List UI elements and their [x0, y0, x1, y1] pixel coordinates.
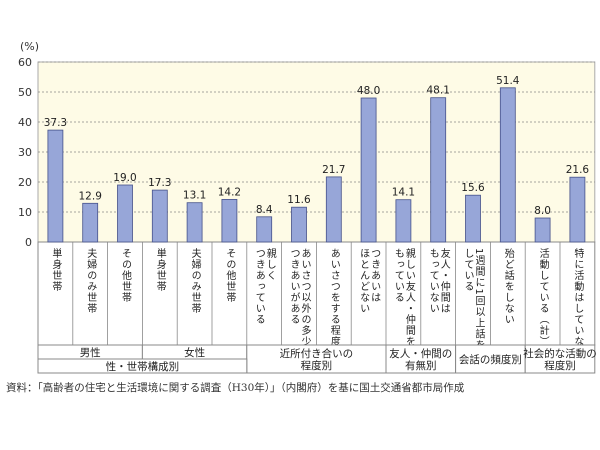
category-label: 単身世帯	[154, 247, 166, 292]
category-label: つきあいは	[369, 248, 381, 303]
category-label: 夫婦のみ世帯	[85, 248, 97, 314]
group-label: 会話の頻度別	[459, 353, 522, 366]
data-label: 51.4	[496, 75, 520, 87]
bar	[569, 176, 586, 243]
group-label: 程度別	[301, 359, 333, 372]
bar	[534, 217, 551, 243]
data-label: 48.1	[427, 85, 450, 97]
bar	[291, 206, 307, 243]
data-label: 11.6	[287, 194, 311, 206]
data-label: 48.0	[357, 85, 380, 97]
y-tick-label: 60	[18, 56, 32, 69]
category-label: もっている	[392, 248, 404, 303]
y-tick-label: 0	[25, 236, 32, 249]
group-label: 有無別	[405, 359, 437, 372]
group-cell	[37, 358, 248, 374]
group-label: 男性	[80, 346, 101, 359]
bar	[430, 97, 447, 243]
category-label: あいさつ以外の多少の	[299, 248, 311, 358]
category-label: 特に活動はしていない	[572, 248, 584, 358]
y-tick-label: 20	[18, 176, 32, 189]
y-tick-label: 40	[18, 116, 32, 129]
bar	[151, 189, 168, 243]
bar	[82, 202, 99, 243]
bar	[221, 198, 238, 243]
data-label: 15.6	[461, 182, 485, 194]
data-label: 17.3	[148, 177, 171, 189]
data-label: 21.7	[322, 164, 345, 176]
bar	[186, 202, 203, 243]
group-label: 程度別	[544, 359, 576, 372]
group-label: 性・世帯構成別	[106, 360, 180, 373]
group-label: 社会的な活動の	[523, 347, 597, 360]
category-label: 活動している（計）	[537, 248, 549, 347]
category-label: 単身世帯	[50, 247, 62, 292]
group-cell	[385, 344, 457, 374]
bar	[325, 176, 342, 243]
y-unit-label: (%)	[20, 40, 39, 53]
data-label: 12.9	[79, 190, 102, 202]
category-label: つきあいがある	[288, 248, 300, 325]
bar	[395, 199, 412, 243]
data-label: 8.4	[256, 204, 273, 216]
data-label: 21.6	[566, 164, 590, 176]
category-label: 1週間に1回以上話を	[473, 248, 485, 351]
category-label: 殆ど話をしない	[502, 247, 514, 325]
data-label: 37.3	[44, 117, 67, 129]
category-label: その他世帯	[224, 248, 236, 303]
group-label: 女性	[184, 346, 205, 359]
data-label: 19.0	[113, 172, 136, 184]
group-cell	[524, 344, 596, 374]
data-label: 13.1	[183, 190, 206, 202]
category-label: ほとんどない	[358, 248, 370, 314]
bar	[499, 87, 516, 243]
category-label: 夫婦のみ世帯	[189, 248, 201, 314]
source-note: 資料：「高齢者の住宅と生活環境に関する調査（H30年）」（内閣府）を基に国土交通…	[6, 382, 465, 394]
bar	[465, 194, 481, 243]
bar	[360, 97, 377, 243]
bar-chart: 0 10 20 30 40 50 60 (%) 37.3 単身世帯 12.9 夫婦のみ世帯 19.0 その…	[18, 40, 597, 374]
data-label: 14.1	[392, 187, 415, 199]
bar	[47, 129, 64, 243]
category-label: 親しい友人・仲間を	[403, 247, 415, 347]
y-tick-label: 10	[18, 206, 32, 219]
data-label: 14.2	[218, 186, 241, 198]
category-label: している	[462, 248, 474, 292]
category-label: もっていない	[427, 248, 439, 314]
group-cell	[246, 344, 387, 374]
y-tick-label: 50	[18, 86, 32, 99]
category-label: 友人・仲間は	[438, 247, 450, 314]
category-label: あいさつをする程度	[328, 248, 340, 347]
bar	[117, 184, 133, 243]
y-tick-label: 30	[18, 146, 32, 159]
category-label: 親しく	[264, 247, 276, 281]
bar	[256, 216, 273, 243]
category-label: その他世帯	[120, 248, 132, 303]
group-label: 友人・仲間の	[389, 347, 452, 360]
data-label: 8.0	[534, 205, 551, 217]
group-label: 近所付き合いの	[280, 347, 354, 360]
category-label: つきあっている	[253, 248, 265, 325]
